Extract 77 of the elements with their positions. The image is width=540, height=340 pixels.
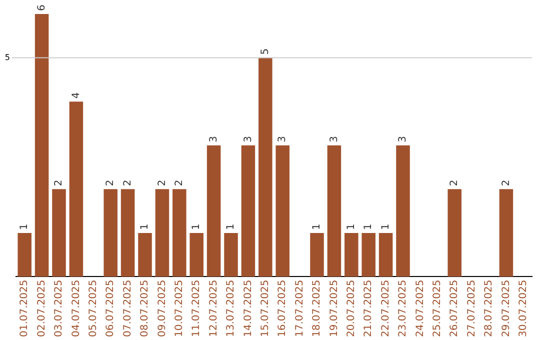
data-label: 3	[242, 136, 254, 142]
x-tick-label: 10.07.2025	[174, 280, 185, 338]
x-tick-label: 30.07.2025	[518, 280, 529, 338]
bar	[258, 58, 272, 277]
data-label: 6	[36, 4, 48, 11]
data-label: 4	[70, 92, 82, 99]
data-label: 3	[208, 136, 220, 142]
bar	[190, 232, 204, 277]
bar	[120, 189, 135, 277]
bar	[155, 189, 170, 277]
x-tick-label: 02.07.2025	[36, 280, 48, 338]
data-label: 2	[174, 180, 185, 186]
bar	[52, 189, 66, 277]
x-tick-label: 14.07.2025	[242, 280, 254, 338]
bar	[499, 189, 514, 277]
x-tick-label: 11.07.2025	[191, 280, 202, 338]
data-label: 2	[122, 180, 134, 186]
x-tick-label: 16.07.2025	[277, 280, 288, 338]
bar	[224, 232, 238, 277]
bar	[448, 189, 462, 277]
bar	[241, 145, 256, 277]
x-tick-label: 29.07.2025	[500, 280, 512, 338]
data-label: 1	[363, 224, 374, 230]
bar	[138, 232, 152, 277]
bar	[362, 232, 376, 277]
bar	[344, 232, 358, 277]
x-tick-label: 23.07.2025	[398, 280, 409, 338]
x-tick-label: 28.07.2025	[484, 280, 495, 338]
data-label: 3	[328, 136, 340, 142]
x-tick-label: 03.07.2025	[54, 280, 65, 338]
x-tick-label: 09.07.2025	[156, 280, 168, 338]
x-tick-label: 21.07.2025	[363, 280, 374, 338]
bar	[172, 189, 186, 277]
x-tick-label: 18.07.2025	[312, 280, 323, 338]
bar	[378, 232, 393, 277]
bar	[396, 145, 410, 277]
bar	[104, 189, 118, 277]
data-label: 2	[54, 180, 65, 186]
bar	[206, 145, 221, 277]
bar	[327, 145, 342, 277]
data-label: 5	[260, 48, 271, 55]
data-label: 2	[449, 180, 460, 186]
data-label: 3	[277, 136, 288, 142]
x-tick-label: 07.07.2025	[122, 280, 134, 338]
x-tick-label: 22.07.2025	[380, 280, 392, 338]
x-tick-label: 06.07.2025	[105, 280, 116, 338]
x-tick-label: 26.07.2025	[449, 280, 460, 338]
data-label: 1	[346, 224, 357, 230]
x-tick-label: 12.07.2025	[208, 280, 220, 338]
data-label: 3	[398, 136, 409, 142]
data-label: 1	[312, 224, 323, 230]
bar	[276, 145, 290, 277]
data-label: 2	[500, 180, 512, 186]
data-label: 2	[105, 180, 116, 186]
x-tick-label: 24.07.2025	[414, 280, 426, 338]
ref-line-label: 5	[4, 52, 10, 62]
data-label: 1	[140, 224, 151, 230]
bar	[310, 232, 324, 277]
x-tick-label: 20.07.2025	[346, 280, 357, 338]
x-tick-label: 17.07.2025	[294, 280, 306, 338]
x-tick-label: 27.07.2025	[466, 280, 478, 338]
data-label: 1	[226, 224, 237, 230]
x-tick-label: 19.07.2025	[328, 280, 340, 338]
data-label: 1	[380, 224, 392, 230]
x-tick-label: 01.07.2025	[19, 280, 30, 338]
x-tick-label: 25.07.2025	[432, 280, 443, 338]
data-label: 2	[156, 180, 168, 186]
data-label: 1	[191, 224, 202, 230]
data-label: 1	[19, 224, 30, 230]
bar	[34, 14, 49, 277]
x-tick-label: 08.07.2025	[140, 280, 151, 338]
bar	[18, 232, 32, 277]
x-tick-label: 13.07.2025	[226, 280, 237, 338]
x-tick-label: 05.07.2025	[88, 280, 99, 338]
x-tick-label: 15.07.2025	[260, 280, 271, 338]
x-tick-label: 04.07.2025	[70, 280, 82, 338]
bar	[69, 102, 84, 277]
